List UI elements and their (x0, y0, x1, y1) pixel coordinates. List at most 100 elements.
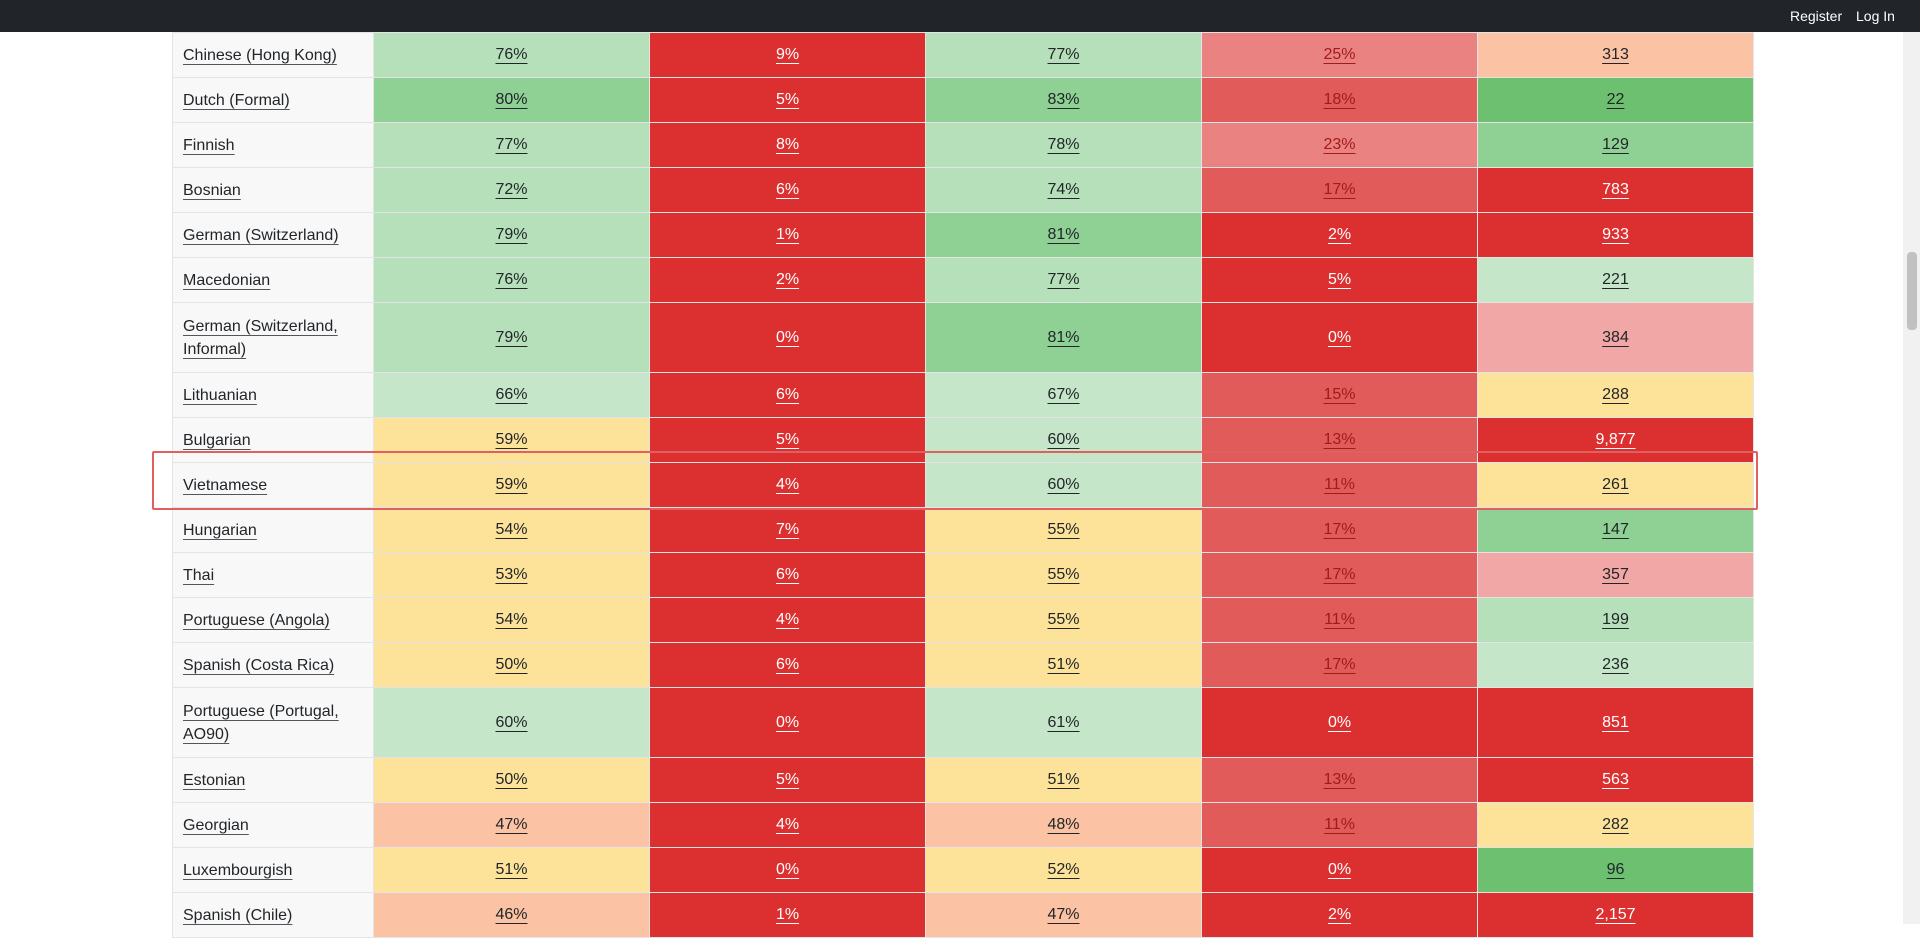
value-link[interactable]: 13% (1323, 771, 1356, 788)
value-link[interactable]: 6% (775, 566, 800, 583)
value-link[interactable]: 15% (1323, 386, 1356, 403)
value-link[interactable]: 221 (1602, 271, 1629, 288)
scrollbar-thumb[interactable] (1907, 252, 1917, 330)
value-link[interactable]: 236 (1602, 656, 1629, 673)
language-link[interactable]: Hungarian (183, 521, 257, 539)
value-link[interactable]: 51% (1047, 771, 1080, 788)
value-link[interactable]: 79% (495, 328, 528, 346)
value-link[interactable]: 77% (495, 136, 528, 153)
vertical-scrollbar[interactable] (1903, 32, 1920, 924)
value-link[interactable]: 25% (1323, 46, 1356, 63)
value-link[interactable]: 2,157 (1595, 906, 1636, 923)
value-link[interactable]: 47% (1047, 906, 1080, 923)
value-link[interactable]: 23% (1323, 136, 1356, 153)
value-link[interactable]: 54% (495, 521, 528, 538)
value-link[interactable]: 55% (1047, 521, 1080, 538)
value-link[interactable]: 22 (1606, 91, 1625, 108)
value-link[interactable]: 261 (1602, 476, 1629, 493)
value-link[interactable]: 288 (1602, 386, 1629, 403)
value-link[interactable]: 129 (1602, 136, 1629, 153)
value-link[interactable]: 199 (1602, 611, 1629, 628)
value-link[interactable]: 5% (775, 771, 800, 788)
value-link[interactable]: 4% (775, 816, 800, 833)
value-link[interactable]: 4% (775, 476, 800, 493)
value-link[interactable]: 83% (1047, 91, 1080, 108)
value-link[interactable]: 74% (1047, 181, 1080, 198)
language-link[interactable]: Dutch (Formal) (183, 91, 290, 109)
value-link[interactable]: 59% (495, 476, 528, 493)
value-link[interactable]: 17% (1323, 521, 1356, 538)
value-link[interactable]: 80% (495, 91, 528, 108)
value-link[interactable]: 783 (1602, 181, 1629, 198)
value-link[interactable]: 933 (1602, 226, 1629, 243)
value-link[interactable]: 8% (775, 136, 800, 153)
language-link[interactable]: Portuguese (Angola) (183, 611, 330, 629)
language-link[interactable]: Georgian (183, 816, 249, 834)
value-link[interactable]: 6% (775, 386, 800, 403)
value-link[interactable]: 5% (1327, 271, 1352, 288)
language-link[interactable]: Vietnamese (183, 476, 268, 494)
language-link[interactable]: Lithuanian (183, 386, 257, 404)
value-link[interactable]: 60% (495, 713, 528, 731)
value-link[interactable]: 11% (1324, 816, 1355, 833)
value-link[interactable]: 77% (1047, 46, 1080, 63)
value-link[interactable]: 59% (495, 431, 528, 448)
value-link[interactable]: 51% (1047, 656, 1080, 673)
value-link[interactable]: 96 (1606, 861, 1625, 878)
language-link[interactable]: Bulgarian (183, 431, 251, 449)
value-link[interactable]: 55% (1047, 566, 1080, 583)
value-link[interactable]: 81% (1047, 328, 1080, 346)
language-link[interactable]: Macedonian (183, 271, 271, 289)
language-link[interactable]: Chinese (Hong Kong) (183, 46, 337, 64)
value-link[interactable]: 563 (1602, 771, 1629, 788)
value-link[interactable]: 78% (1047, 136, 1080, 153)
value-link[interactable]: 0% (1327, 713, 1352, 731)
value-link[interactable]: 61% (1047, 713, 1080, 731)
value-link[interactable]: 50% (495, 771, 528, 788)
language-link[interactable]: German (Switzerland) (183, 226, 339, 244)
value-link[interactable]: 2% (1327, 906, 1352, 923)
value-link[interactable]: 5% (775, 91, 800, 108)
value-link[interactable]: 79% (495, 226, 528, 243)
value-link[interactable]: 52% (1047, 861, 1080, 878)
value-link[interactable]: 6% (775, 656, 800, 673)
value-link[interactable]: 55% (1047, 611, 1080, 628)
value-link[interactable]: 46% (495, 906, 528, 923)
language-link[interactable]: Portuguese (Portugal, AO90) (183, 702, 339, 743)
value-link[interactable]: 17% (1323, 181, 1356, 198)
value-link[interactable]: 53% (495, 566, 528, 583)
register-link[interactable]: Register (1790, 8, 1843, 24)
value-link[interactable]: 1% (775, 906, 800, 923)
value-link[interactable]: 0% (775, 861, 800, 878)
value-link[interactable]: 0% (775, 713, 800, 731)
value-link[interactable]: 60% (1047, 431, 1080, 448)
language-link[interactable]: Luxembourgish (183, 861, 293, 879)
value-link[interactable]: 67% (1047, 386, 1080, 403)
value-link[interactable]: 4% (775, 611, 800, 628)
value-link[interactable]: 66% (495, 386, 528, 403)
value-link[interactable]: 0% (1327, 861, 1352, 878)
value-link[interactable]: 77% (1047, 271, 1080, 288)
value-link[interactable]: 0% (775, 328, 800, 346)
value-link[interactable]: 81% (1047, 226, 1080, 243)
value-link[interactable]: 357 (1602, 566, 1629, 583)
value-link[interactable]: 60% (1047, 476, 1080, 493)
value-link[interactable]: 72% (495, 181, 528, 198)
value-link[interactable]: 7% (775, 521, 800, 538)
login-link[interactable]: Log In (1856, 8, 1895, 24)
value-link[interactable]: 18% (1323, 91, 1356, 108)
value-link[interactable]: 9% (775, 46, 800, 63)
value-link[interactable]: 47% (495, 816, 528, 833)
language-link[interactable]: Spanish (Costa Rica) (183, 656, 335, 674)
language-link[interactable]: Finnish (183, 136, 235, 154)
value-link[interactable]: 54% (495, 611, 528, 628)
value-link[interactable]: 384 (1602, 328, 1629, 346)
value-link[interactable]: 6% (775, 181, 800, 198)
value-link[interactable]: 1% (775, 226, 800, 243)
value-link[interactable]: 76% (495, 46, 528, 63)
value-link[interactable]: 17% (1323, 656, 1356, 673)
language-link[interactable]: Estonian (183, 771, 246, 789)
value-link[interactable]: 0% (1327, 328, 1352, 346)
value-link[interactable]: 11% (1324, 611, 1355, 628)
value-link[interactable]: 51% (495, 861, 528, 878)
